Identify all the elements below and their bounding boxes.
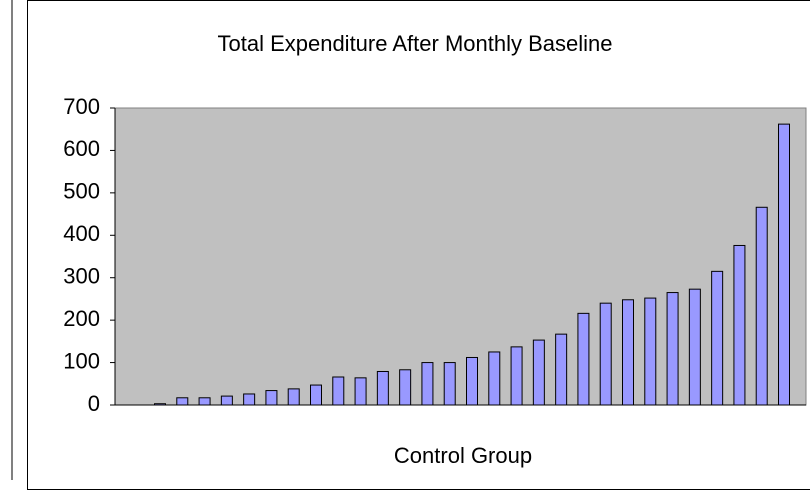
y-tick-label: 100	[63, 348, 100, 373]
bar	[712, 271, 723, 405]
bar	[155, 404, 166, 405]
bar	[645, 298, 656, 405]
bar	[779, 124, 790, 405]
bar	[667, 293, 678, 405]
bar	[734, 245, 745, 405]
bar	[377, 371, 388, 405]
bar	[400, 370, 411, 405]
bar	[689, 289, 700, 405]
bar	[422, 363, 433, 405]
bar	[756, 207, 767, 405]
bar	[578, 313, 589, 405]
plot-area	[115, 108, 806, 405]
bar	[444, 363, 455, 405]
bar	[177, 398, 188, 405]
bar	[199, 398, 210, 405]
bar	[467, 357, 478, 405]
bar	[489, 352, 500, 405]
bar	[266, 391, 277, 405]
y-tick-label: 500	[63, 179, 100, 204]
y-tick-label: 600	[63, 136, 100, 161]
bar	[311, 385, 322, 405]
chart-title: Total Expenditure After Monthly Baseline	[217, 31, 612, 56]
y-tick-label: 0	[88, 391, 100, 416]
bar	[533, 340, 544, 405]
bar	[333, 377, 344, 405]
y-tick-label: 700	[63, 94, 100, 119]
bar	[244, 394, 255, 405]
bar	[556, 334, 567, 405]
bar	[288, 389, 299, 405]
y-tick-label: 400	[63, 221, 100, 246]
bar	[221, 396, 232, 405]
bar	[623, 300, 634, 405]
x-axis-label: Control Group	[394, 443, 532, 468]
bar	[355, 378, 366, 405]
bar	[600, 303, 611, 405]
y-tick-label: 200	[63, 306, 100, 331]
y-tick-label: 300	[63, 264, 100, 289]
bar	[511, 347, 522, 405]
